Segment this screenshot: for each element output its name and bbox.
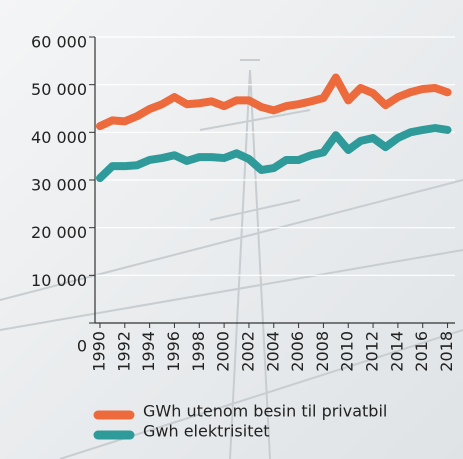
x-tick-label: 2016 bbox=[412, 331, 431, 372]
x-tick-label: 1990 bbox=[89, 331, 108, 372]
x-tick-label: 2000 bbox=[214, 331, 233, 372]
chart: 0 10 000 20 000 30 000 40 000 50 000 60 000 199… bbox=[0, 0, 463, 459]
x-tick-label: 2008 bbox=[313, 331, 332, 372]
y-tick-label: 40 000 bbox=[31, 128, 87, 147]
legend-label: Gwh elektrisitet bbox=[143, 422, 270, 441]
y-tick-label: 30 000 bbox=[31, 176, 87, 195]
y-tick-label: 10 000 bbox=[31, 271, 87, 290]
x-tick-label: 2014 bbox=[387, 331, 406, 372]
y-tick-label: 20 000 bbox=[31, 223, 87, 242]
x-tick-label: 2018 bbox=[437, 331, 456, 372]
x-tick-label: 1996 bbox=[164, 331, 183, 372]
x-tick-label: 2006 bbox=[288, 331, 307, 372]
x-tick-label: 1992 bbox=[114, 331, 133, 372]
y-tick-label: 60 000 bbox=[31, 33, 87, 52]
y-tick-label: 0 bbox=[77, 337, 87, 356]
x-tick-label: 2004 bbox=[263, 331, 282, 372]
x-tick-label: 1994 bbox=[139, 331, 158, 372]
x-tick-label: 1998 bbox=[189, 331, 208, 372]
legend-label: GWh utenom besin til privatbil bbox=[143, 402, 387, 421]
x-tick-label: 2002 bbox=[238, 331, 257, 372]
y-tick-label: 50 000 bbox=[31, 80, 87, 99]
x-tick-label: 2010 bbox=[338, 331, 357, 372]
x-tick-label: 2012 bbox=[363, 331, 382, 372]
